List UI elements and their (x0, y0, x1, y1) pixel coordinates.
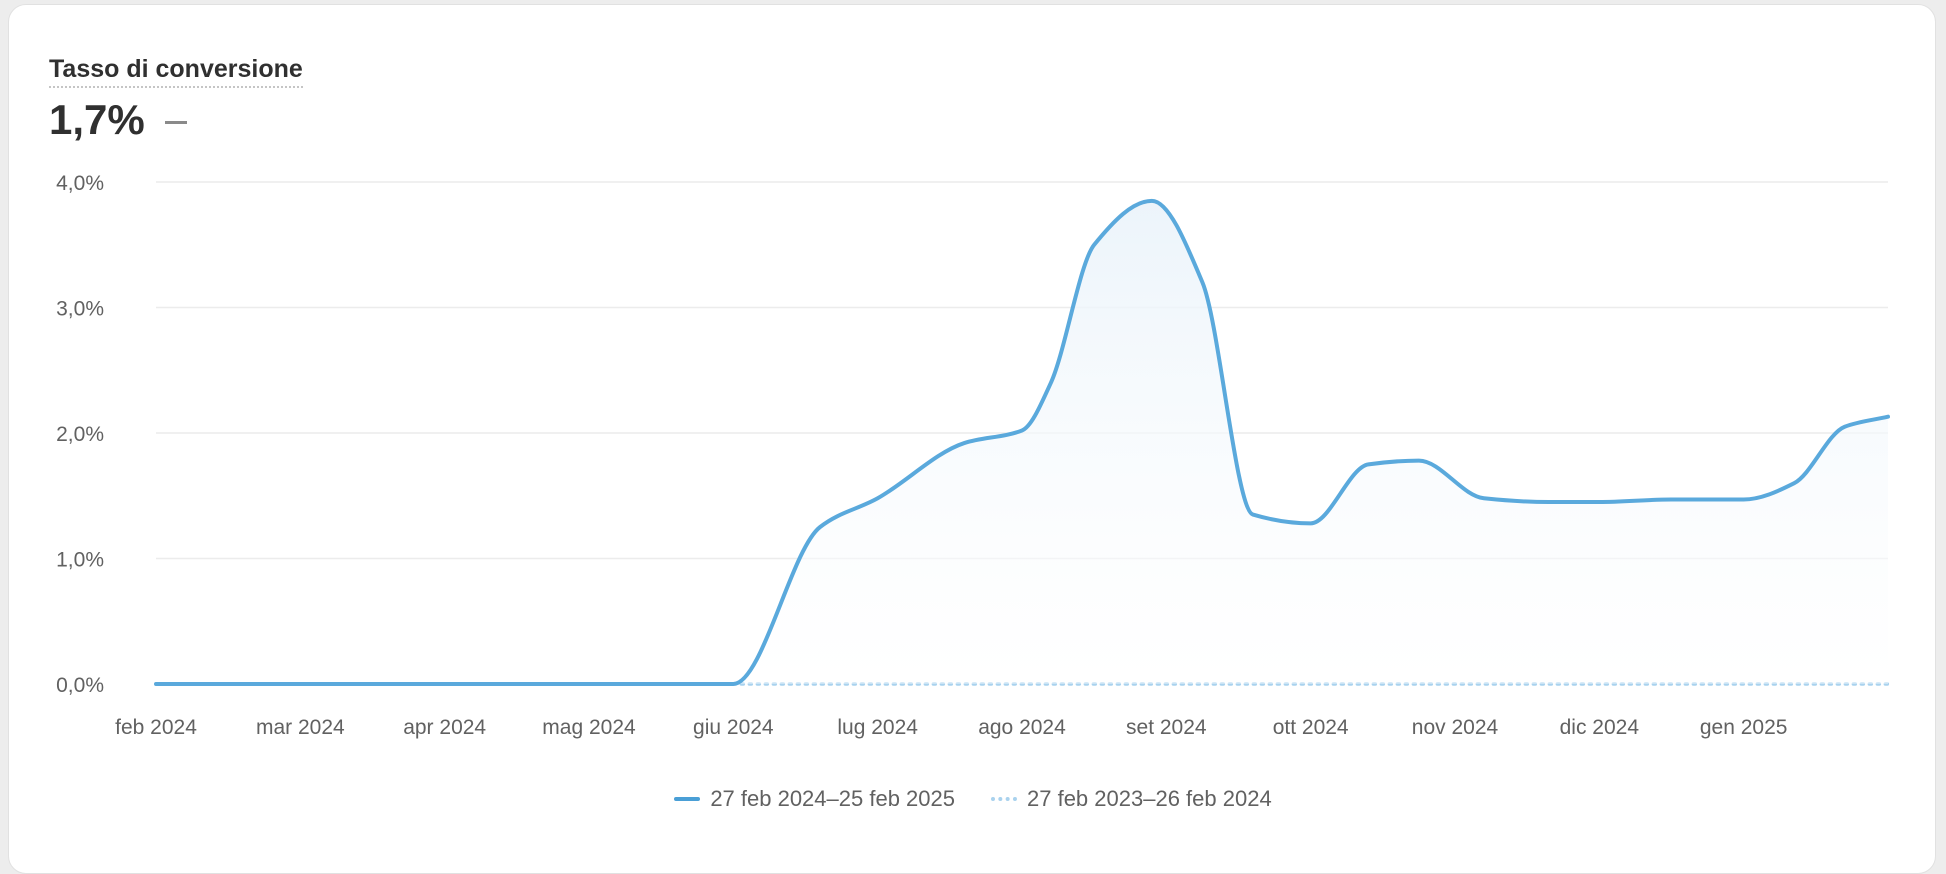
x-tick-label: giu 2024 (693, 716, 774, 739)
x-tick-label: feb 2024 (115, 716, 197, 739)
x-axis-ticks: feb 2024 mar 2024 apr 2024 mag 2024 giu 2024… (115, 716, 1787, 739)
x-tick-label: gen 2025 (1700, 716, 1788, 739)
series-layer (154, 198, 1890, 687)
legend-label-previous: 27 feb 2023–26 feb 2024 (1027, 786, 1272, 811)
x-tick-label: nov 2024 (1412, 716, 1499, 739)
series-line-current (154, 198, 1890, 687)
x-tick-label: lug 2024 (837, 716, 918, 739)
chart-legend: 27 feb 2024–25 feb 2025 27 feb 2023–26 f… (0, 786, 1946, 812)
x-tick-label: mar 2024 (256, 716, 345, 739)
legend-item-previous[interactable]: 27 feb 2023–26 feb 2024 (991, 786, 1272, 812)
metric-summary: 1,7% (49, 95, 187, 145)
x-tick-label: set 2024 (1126, 716, 1207, 739)
x-tick-label: ott 2024 (1273, 716, 1349, 739)
series-area-current (156, 200, 1888, 684)
y-tick-label: 4,0% (56, 172, 104, 195)
metric-value: 1,7% (49, 96, 145, 143)
y-tick-label: 2,0% (56, 423, 104, 446)
legend-label-current: 27 feb 2024–25 feb 2025 (710, 786, 955, 811)
chart-title[interactable]: Tasso di conversione (49, 54, 303, 88)
x-tick-label: mag 2024 (542, 716, 636, 739)
x-tick-label: apr 2024 (403, 716, 486, 739)
y-tick-label: 0,0% (56, 674, 104, 697)
y-tick-label: 3,0% (56, 298, 104, 321)
x-tick-label: ago 2024 (978, 716, 1066, 739)
line-chart: 0,0% 1,0% 2,0% 3,0% 4,0% feb 2024 mar 2024 apr… (56, 172, 1890, 739)
legend-item-current[interactable]: 27 feb 2024–25 feb 2025 (674, 786, 955, 812)
y-tick-label: 1,0% (56, 549, 104, 572)
trend-dash-icon (164, 120, 187, 124)
solid-line-icon (674, 797, 701, 801)
dotted-line-icon (991, 797, 1017, 801)
y-axis-ticks: 0,0% 1,0% 2,0% 3,0% 4,0% (56, 172, 104, 697)
x-tick-label: dic 2024 (1560, 716, 1640, 739)
